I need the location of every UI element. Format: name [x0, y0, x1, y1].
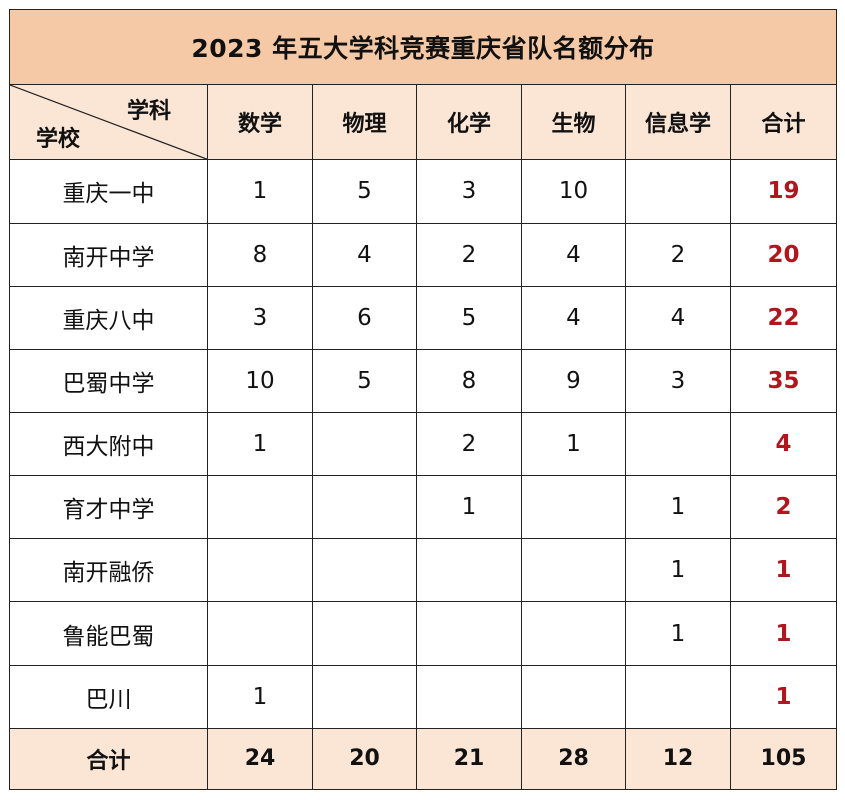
- table-row: 南开融侨 1 1: [9, 538, 837, 603]
- table-cell: 4: [625, 285, 731, 350]
- corner-header-cell: 学科 学校: [9, 84, 208, 161]
- table-cell: [625, 159, 731, 224]
- table-cell: 1: [416, 475, 522, 540]
- row-total-cell: 19: [730, 159, 837, 224]
- table-cell: 2: [416, 411, 522, 477]
- table-cell: [416, 601, 522, 666]
- table-cell: [312, 538, 417, 603]
- table-row: 南开中学 8 4 2 4 2 20: [9, 222, 837, 287]
- school-name-cell: 南开融侨: [9, 538, 208, 603]
- table-cell: 4: [521, 285, 626, 350]
- column-header: 信息学: [625, 84, 731, 161]
- table-row: 巴川 1 1: [9, 664, 837, 729]
- table-cell: [416, 538, 522, 603]
- column-total-cell: 21: [416, 727, 522, 791]
- table-cell: [521, 538, 626, 603]
- row-total-cell: 35: [730, 348, 837, 414]
- column-total-cell: 12: [625, 727, 731, 791]
- table-cell: 1: [207, 159, 313, 224]
- header-row: 学科 学校 数学 物理 化学 生物 信息学 合计: [9, 84, 837, 161]
- school-name-cell: 重庆八中: [9, 285, 208, 350]
- table-cell: 1: [625, 601, 731, 666]
- school-name-cell: 巴蜀中学: [9, 348, 208, 414]
- column-header: 合计: [730, 84, 837, 161]
- table-row: 鲁能巴蜀 1 1: [9, 601, 837, 666]
- table-cell: 4: [521, 222, 626, 287]
- table-row: 巴蜀中学 10 5 8 9 3 35: [9, 348, 837, 414]
- table-cell: 3: [207, 285, 313, 350]
- table-cell: 3: [416, 159, 522, 224]
- table-cell: [207, 475, 313, 540]
- table-cell: [521, 475, 626, 540]
- row-total-cell: 1: [730, 664, 837, 729]
- row-total-cell: 22: [730, 285, 837, 350]
- row-total-cell: 20: [730, 222, 837, 287]
- table-cell: 1: [625, 475, 731, 540]
- table-cell: 2: [416, 222, 522, 287]
- table-cell: 4: [312, 222, 417, 287]
- table-cell: 6: [312, 285, 417, 350]
- column-total-cell: 20: [312, 727, 417, 791]
- school-name-cell: 育才中学: [9, 475, 208, 540]
- table-cell: [625, 411, 731, 477]
- table-cell: [312, 475, 417, 540]
- column-header: 物理: [312, 84, 417, 161]
- school-name-cell: 重庆一中: [9, 159, 208, 224]
- column-header: 化学: [416, 84, 522, 161]
- table-cell: 1: [521, 411, 626, 477]
- corner-subject-label: 学科: [126, 99, 171, 125]
- table-cell: [312, 411, 417, 477]
- table-cell: [521, 664, 626, 729]
- school-name-cell: 巴川: [9, 664, 208, 729]
- table-row: 西大附中 1 2 1 4: [9, 411, 837, 477]
- table-cell: 1: [207, 664, 313, 729]
- table-cell: 1: [207, 411, 313, 477]
- column-header: 数学: [207, 84, 313, 161]
- table-cell: 5: [312, 348, 417, 414]
- totals-row: 合计 24 20 21 28 12 105: [9, 727, 837, 791]
- table-cell: 8: [416, 348, 522, 414]
- totals-label: 合计: [9, 727, 208, 791]
- row-total-cell: 4: [730, 411, 837, 477]
- table-cell: [521, 601, 626, 666]
- school-name-cell: 鲁能巴蜀: [9, 601, 208, 666]
- table-row: 育才中学 1 1 2: [9, 475, 837, 540]
- table-cell: [625, 664, 731, 729]
- table-cell: 5: [416, 285, 522, 350]
- table-cell: 10: [207, 348, 313, 414]
- table-cell: 8: [207, 222, 313, 287]
- grand-total-cell: 105: [730, 727, 837, 791]
- table-cell: 2: [625, 222, 731, 287]
- row-total-cell: 1: [730, 538, 837, 603]
- column-header: 生物: [521, 84, 626, 161]
- table-cell: [207, 538, 313, 603]
- table-cell: [312, 601, 417, 666]
- table-cell: 9: [521, 348, 626, 414]
- row-total-cell: 2: [730, 475, 837, 540]
- title-row: 2023 年五大学科竞赛重庆省队名额分布: [9, 8, 837, 86]
- diagonal-divider: [10, 85, 207, 160]
- row-total-cell: 1: [730, 601, 837, 666]
- table-cell: 5: [312, 159, 417, 224]
- table-cell: [312, 664, 417, 729]
- table-title: 2023 年五大学科竞赛重庆省队名额分布: [9, 8, 837, 86]
- table-cell: 1: [625, 538, 731, 603]
- quota-table: 2023 年五大学科竞赛重庆省队名额分布 学科 学校 数学 物理 化学 生物 信…: [9, 8, 837, 791]
- table-row: 重庆八中 3 6 5 4 4 22: [9, 285, 837, 350]
- school-name-cell: 南开中学: [9, 222, 208, 287]
- table-cell: [416, 664, 522, 729]
- table-cell: 3: [625, 348, 731, 414]
- table-cell: 10: [521, 159, 626, 224]
- table-row: 重庆一中 1 5 3 10 19: [9, 159, 837, 224]
- school-name-cell: 西大附中: [9, 411, 208, 477]
- quota-table-container: 2023 年五大学科竞赛重庆省队名额分布 学科 学校 数学 物理 化学 生物 信…: [9, 8, 837, 791]
- corner-school-label: 学校: [36, 127, 81, 153]
- table-cell: [207, 601, 313, 666]
- column-total-cell: 24: [207, 727, 313, 791]
- column-total-cell: 28: [521, 727, 626, 791]
